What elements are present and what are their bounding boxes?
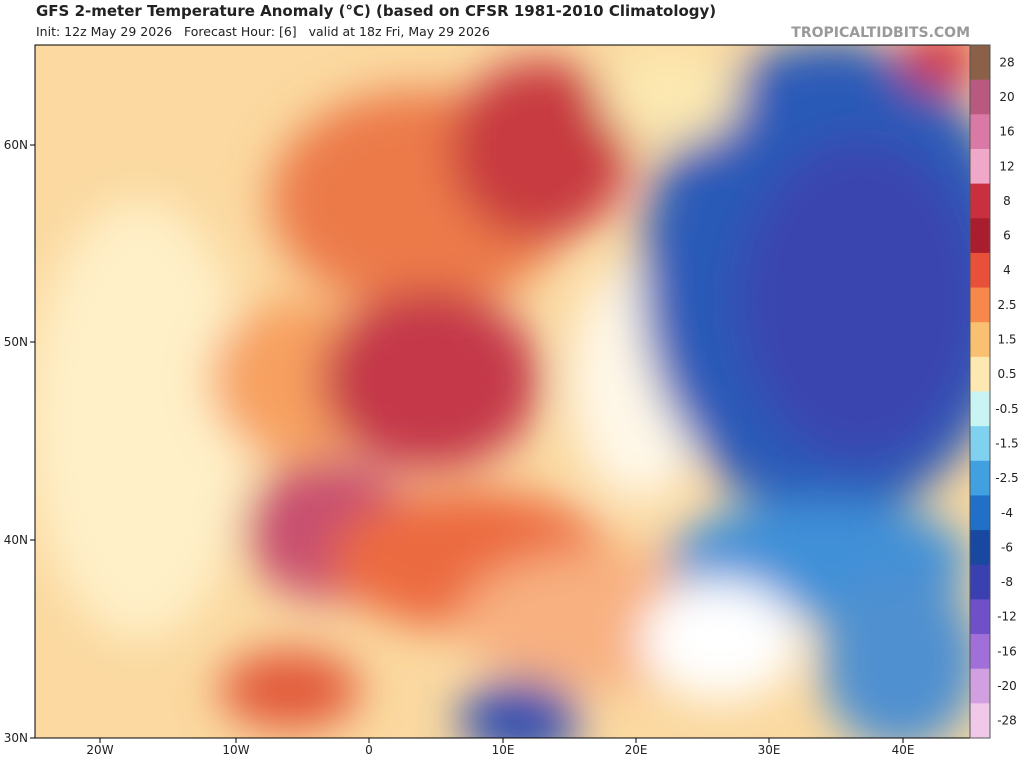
colorbar-swatch <box>970 495 990 531</box>
lat-label: 30N <box>4 731 28 745</box>
colorbar-label: -2.5 <box>995 471 1018 485</box>
colorbar-label: -0.5 <box>995 402 1018 416</box>
colorbar-label: -16 <box>997 644 1017 658</box>
colorbar-swatch <box>970 114 990 150</box>
colorbar-label: 6 <box>1003 229 1011 243</box>
colorbar-swatch <box>970 218 990 254</box>
lon-label: 10W <box>222 743 249 757</box>
colorbar-label: 16 <box>999 125 1014 139</box>
colorbar-label: -20 <box>997 679 1017 693</box>
colorbar-swatch <box>970 564 990 600</box>
lat-label: 40N <box>4 533 28 547</box>
colorbar-swatch <box>970 322 990 358</box>
colorbar-swatch <box>970 183 990 219</box>
lon-label: 20E <box>625 743 648 757</box>
colorbar-label: 8 <box>1003 194 1011 208</box>
lat-label: 60N <box>4 138 28 152</box>
colorbar-label: -12 <box>997 610 1017 624</box>
colorbar-swatch <box>970 634 990 670</box>
title: GFS 2-meter Temperature Anomaly (°C) (ba… <box>36 2 716 20</box>
colorbar-label: 0.5 <box>997 367 1016 381</box>
colorbar-swatch <box>970 391 990 427</box>
watermark: TROPICALTIDBITS.COM <box>791 25 970 41</box>
lat-label: 50N <box>4 335 28 349</box>
colorbar-swatch <box>970 148 990 185</box>
colorbar-swatch <box>970 530 990 566</box>
lon-label: 0 <box>365 743 373 757</box>
colorbar-label: 20 <box>999 90 1014 104</box>
lon-label: 10E <box>492 743 515 757</box>
colorbar-label: 28 <box>999 55 1014 69</box>
lon-label: 20W <box>86 743 113 757</box>
lon-label: 30E <box>758 743 781 757</box>
colorbar-swatch <box>970 45 990 81</box>
colorbar-label: -4 <box>1001 506 1013 520</box>
colorbar-label: 2.5 <box>997 298 1016 312</box>
colorbar-label: -8 <box>1001 575 1013 589</box>
colorbar-label: -6 <box>1001 540 1013 554</box>
colorbar-swatch <box>970 460 990 496</box>
map-field <box>35 45 970 738</box>
colorbar-swatch <box>970 79 990 115</box>
colorbar-label: 12 <box>999 159 1014 173</box>
colorbar-swatch <box>970 426 990 462</box>
lon-label: 40E <box>892 743 915 757</box>
colorbar-swatch <box>970 599 990 635</box>
colorbar-swatch <box>970 356 990 392</box>
colorbar-swatch <box>970 287 990 323</box>
subtitle: Init: 12z May 29 2026 Forecast Hour: [6]… <box>36 24 490 39</box>
colorbar-swatch <box>970 668 990 704</box>
colorbar-swatch <box>970 703 990 739</box>
colorbar-label: 4 <box>1003 263 1011 277</box>
colorbar-frame <box>969 44 991 739</box>
colorbar-label: -28 <box>997 714 1017 728</box>
colorbar-label: -1.5 <box>995 436 1018 450</box>
colorbar-label: 1.5 <box>997 333 1016 347</box>
colorbar-swatch <box>970 252 990 289</box>
